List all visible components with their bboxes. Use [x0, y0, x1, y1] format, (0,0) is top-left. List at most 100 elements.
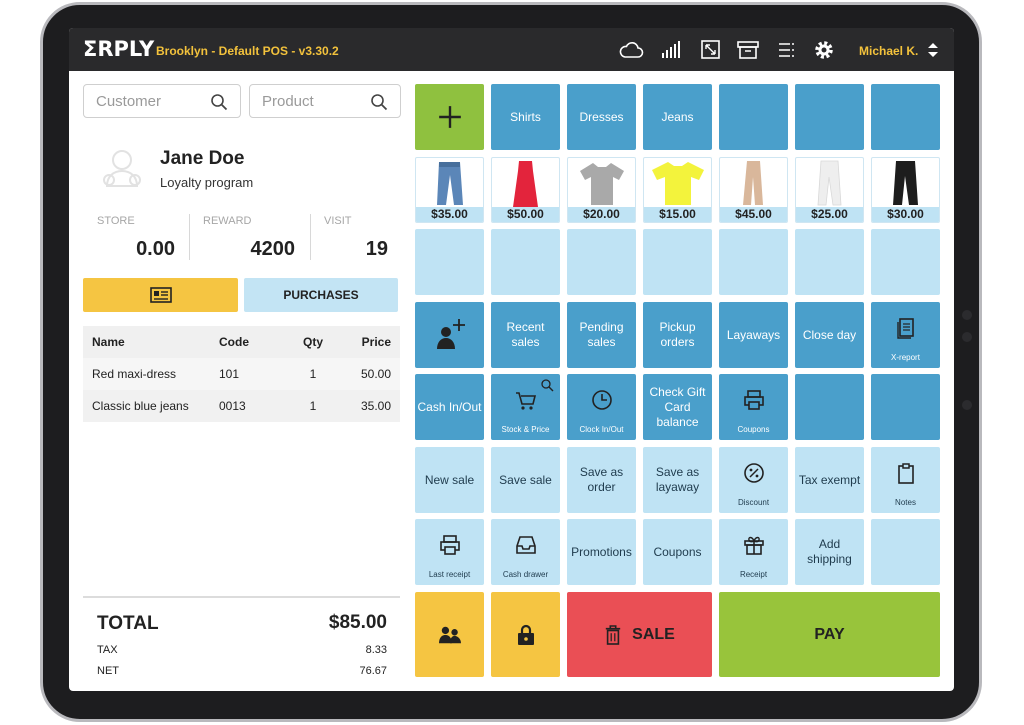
purchases-button[interactable]: PURCHASES — [244, 278, 398, 312]
receipt-label: Receipt — [739, 570, 768, 579]
table-row[interactable]: Red maxi-dress 101 1 50.00 — [83, 358, 400, 390]
cloud-icon[interactable] — [618, 38, 644, 62]
close-day-button[interactable]: Close day — [795, 302, 864, 368]
table-row[interactable]: Classic blue jeans 0013 1 35.00 — [83, 390, 400, 422]
product-tile[interactable]: $15.00 — [643, 157, 712, 223]
product-search[interactable]: Product — [249, 84, 401, 118]
empty-product-tile[interactable] — [643, 229, 712, 295]
clock-in-out-button[interactable]: Clock In/Out — [567, 374, 636, 440]
save-as-layaway-button[interactable]: Save as layaway — [643, 447, 712, 513]
yellow-shirt-icon — [644, 158, 711, 207]
notes-label: Notes — [895, 498, 916, 507]
cash-in-out-button[interactable]: Cash In/Out — [415, 374, 484, 440]
user-name[interactable]: Michael K. — [859, 44, 919, 58]
promotions-button[interactable]: Promotions — [567, 519, 636, 585]
empty-product-tile[interactable] — [795, 229, 864, 295]
discount-label: Discount — [737, 498, 770, 507]
empty-product-tile[interactable] — [567, 229, 636, 295]
category-shirts[interactable]: Shirts — [491, 84, 560, 150]
x-report-label: X-report — [891, 353, 920, 362]
product-tile[interactable]: $25.00 — [795, 157, 864, 223]
printer-icon — [438, 533, 462, 557]
empty-product-tile[interactable] — [415, 229, 484, 295]
product-tile[interactable]: $30.00 — [871, 157, 940, 223]
customer-search[interactable]: Customer — [83, 84, 241, 118]
empty-product-tile[interactable] — [871, 229, 940, 295]
customers-button[interactable] — [415, 592, 484, 677]
device-button — [962, 400, 972, 410]
add-customer-button[interactable] — [415, 302, 484, 368]
sale-label: SALE — [632, 626, 675, 643]
product-price: $15.00 — [644, 207, 711, 222]
x-report-button[interactable]: X-report — [871, 302, 940, 368]
gear-icon[interactable] — [811, 38, 837, 62]
category-dresses[interactable]: Dresses — [567, 84, 636, 150]
add-product-button[interactable] — [415, 84, 484, 150]
trash-icon — [605, 624, 621, 645]
empty-product-tile[interactable] — [491, 229, 560, 295]
new-sale-button[interactable]: New sale — [415, 447, 484, 513]
product-price: $45.00 — [720, 207, 787, 222]
cash-drawer-button[interactable]: Cash drawer — [491, 519, 560, 585]
lock-icon — [517, 624, 534, 645]
stat-reward-value: 4200 — [250, 238, 296, 260]
inbox-icon — [514, 533, 538, 557]
check-gift-card-button[interactable]: Check Gift Card balance — [643, 374, 712, 440]
stat-divider — [189, 214, 190, 260]
clock-in-out-label: Clock In/Out — [579, 425, 624, 434]
recent-sales-button[interactable]: Recent sales — [491, 302, 560, 368]
add-shipping-button[interactable]: Add shipping — [795, 519, 864, 585]
archive-icon[interactable] — [735, 38, 761, 62]
stat-visit-label: VISIT — [324, 215, 352, 227]
receipt-button[interactable]: Receipt — [719, 519, 788, 585]
layaways-button[interactable]: Layaways — [719, 302, 788, 368]
coupons-print-button[interactable]: Coupons — [719, 374, 788, 440]
delete-sale-button[interactable]: SALE — [567, 592, 712, 677]
last-receipt-button[interactable]: Last receipt — [415, 519, 484, 585]
customer-card-button[interactable] — [83, 278, 238, 312]
resize-icon[interactable] — [698, 38, 724, 62]
percent-icon — [742, 461, 766, 485]
row-qty: 1 — [309, 367, 317, 381]
save-as-order-button[interactable]: Save as order — [567, 447, 636, 513]
notes-button[interactable]: Notes — [871, 447, 940, 513]
stock-price-button[interactable]: Stock & Price — [491, 374, 560, 440]
col-name-header: Name — [92, 335, 125, 349]
empty-action-tile[interactable] — [795, 374, 864, 440]
stat-divider — [310, 214, 311, 260]
product-tile[interactable]: $50.00 — [491, 157, 560, 223]
empty-action-tile[interactable] — [871, 374, 940, 440]
empty-category-tile[interactable] — [719, 84, 788, 150]
stock-price-label: Stock & Price — [501, 425, 550, 434]
pay-button[interactable]: PAY — [719, 592, 940, 677]
pickup-orders-button[interactable]: Pickup orders — [643, 302, 712, 368]
product-tile[interactable]: $45.00 — [719, 157, 788, 223]
product-tile[interactable]: $35.00 — [415, 157, 484, 223]
category-jeans[interactable]: Jeans — [643, 84, 712, 150]
empty-action-tile[interactable] — [871, 519, 940, 585]
empty-product-tile[interactable] — [719, 229, 788, 295]
cash-drawer-label: Cash drawer — [502, 570, 549, 579]
empty-category-tile[interactable] — [795, 84, 864, 150]
pending-sales-button[interactable]: Pending sales — [567, 302, 636, 368]
empty-category-tile[interactable] — [871, 84, 940, 150]
tax-exempt-button[interactable]: Tax exempt — [795, 447, 864, 513]
coupons-button[interactable]: Coupons — [643, 519, 712, 585]
customer-name: Jane Doe — [160, 148, 245, 169]
row-code: 101 — [219, 367, 240, 381]
save-sale-button[interactable]: Save sale — [491, 447, 560, 513]
stat-store-value: 0.00 — [136, 238, 175, 260]
list-icon[interactable] — [773, 38, 799, 62]
product-tile[interactable]: $20.00 — [567, 157, 636, 223]
product-search-placeholder: Product — [262, 93, 314, 110]
signal-icon[interactable] — [659, 38, 685, 62]
discount-button[interactable]: Discount — [719, 447, 788, 513]
cart-icon — [514, 388, 538, 412]
lock-button[interactable] — [491, 592, 560, 677]
gift-icon — [742, 533, 766, 557]
row-name: Classic blue jeans — [92, 399, 189, 413]
net-value: 76.67 — [359, 665, 387, 677]
tax-label: TAX — [97, 644, 118, 656]
sort-arrows-icon[interactable] — [927, 42, 939, 58]
row-qty: 1 — [309, 399, 317, 413]
